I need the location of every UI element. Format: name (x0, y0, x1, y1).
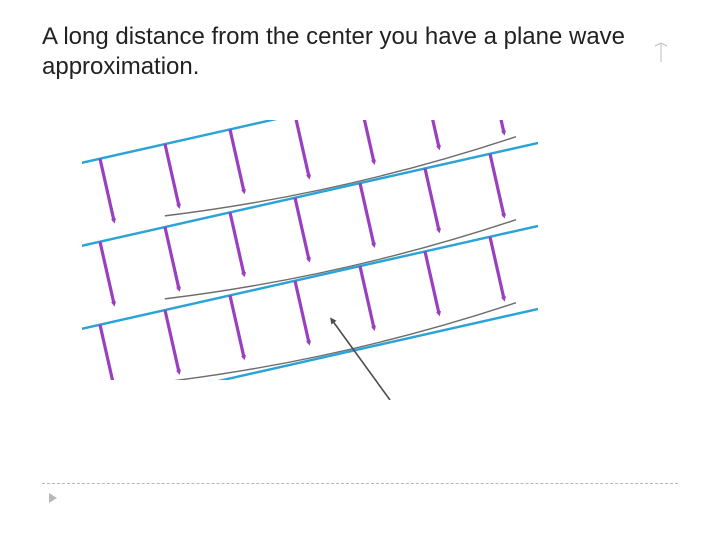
corner-decoration (654, 42, 674, 66)
slide-title: A long distance from the center you have… (42, 22, 680, 82)
plane-wave-diagram (70, 100, 550, 400)
footer-bullet-icon (48, 492, 58, 504)
footer-divider (42, 483, 678, 484)
